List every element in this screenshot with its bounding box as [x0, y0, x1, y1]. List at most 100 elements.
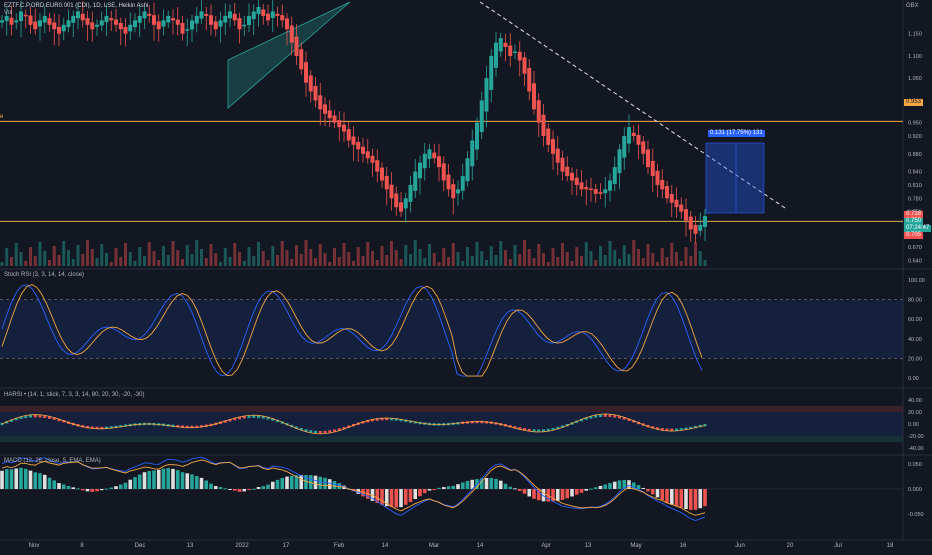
volume-bar: [575, 247, 579, 266]
macd-histogram-bar: [536, 489, 541, 501]
candle-body: [503, 42, 508, 48]
volume-bar: [556, 257, 560, 266]
macd-histogram-bar: [394, 489, 399, 508]
candle-body: [256, 7, 261, 15]
x-tick-label: Mar: [429, 543, 439, 549]
macd-histogram-bar: [655, 489, 660, 498]
macd-histogram-bar: [684, 489, 688, 510]
macd-histogram-bar: [389, 489, 394, 508]
macd-histogram-bar: [574, 489, 579, 495]
macd-histogram-bar: [85, 489, 90, 492]
descending-trendline: [479, 1, 786, 209]
candle-body: [470, 140, 475, 167]
stoch-tick-label: 40.00: [908, 337, 922, 343]
macd-histogram-bar: [256, 487, 261, 489]
volume-bar: [138, 247, 142, 266]
x-tick-label: Apr: [541, 543, 550, 549]
harsi-candle: [242, 416, 246, 419]
macd-histogram-bar: [166, 468, 171, 489]
candle-body: [204, 13, 209, 16]
x-tick-label: 8: [80, 543, 84, 549]
volume-bar: [314, 258, 317, 266]
volume-bar: [428, 244, 431, 266]
candle-body: [422, 153, 427, 169]
volume-bar: [290, 259, 294, 266]
macd-histogram-bar: [384, 489, 389, 507]
macd-histogram-bar: [603, 484, 608, 489]
volume-bar: [128, 252, 132, 266]
macd-histogram-bar: [555, 489, 560, 501]
volume-bar: [618, 259, 621, 266]
volume-bar: [523, 240, 526, 266]
macd-histogram-bar: [175, 470, 180, 489]
macd-histogram-bar: [4, 469, 9, 489]
macd-histogram-bar: [679, 489, 684, 508]
candle-body: [484, 78, 489, 112]
volume-bar: [71, 259, 75, 266]
harsi-candle: [527, 428, 531, 432]
candle-body: [536, 100, 541, 123]
candle-body: [555, 148, 560, 163]
candle-body: [541, 114, 546, 136]
macd-histogram-bar: [703, 489, 707, 507]
harsi-candle: [589, 416, 593, 419]
candle-body: [156, 21, 161, 30]
macd-histogram-bar: [422, 489, 427, 494]
volume-bar: [323, 253, 327, 266]
price-tick-label: 0.840: [908, 170, 922, 176]
macd-histogram-bar: [313, 475, 318, 489]
candle-body: [71, 15, 76, 23]
volume-bar: [527, 249, 531, 266]
stoch-tick-label: 20.00: [908, 356, 922, 362]
candle-body: [123, 27, 128, 34]
harsi-candle: [318, 430, 322, 434]
harsi-candle: [29, 415, 32, 418]
volume-bar: [38, 242, 42, 266]
volume-bar: [143, 256, 146, 266]
harsi-candle: [622, 417, 626, 420]
macd-histogram-bar: [47, 477, 52, 489]
candle-body: [380, 167, 384, 181]
volume-bar: [542, 253, 545, 266]
macd-histogram-bar: [71, 487, 76, 489]
candle-body: [280, 15, 285, 21]
candle-body: [546, 128, 551, 145]
candle-body: [294, 36, 299, 56]
candle-body: [399, 202, 403, 212]
volume-bar: [29, 247, 32, 266]
macd-histogram-bar: [76, 488, 80, 490]
volume-bar: [518, 254, 522, 266]
harsi-candle: [580, 418, 583, 422]
macd-histogram-bar: [650, 489, 655, 495]
macd-histogram-bar: [142, 472, 147, 489]
candle-body: [570, 172, 574, 181]
volume-bar: [204, 258, 208, 266]
volume-bar: [385, 255, 389, 266]
volume-bar: [295, 245, 298, 266]
candle-body: [465, 158, 470, 182]
volume-bar: [589, 251, 593, 266]
candle-body: [261, 9, 266, 16]
candle-body: [209, 15, 213, 25]
x-tick-label: Dec: [135, 543, 146, 549]
currency-label: GBX: [906, 3, 919, 9]
macd-histogram-bar: [427, 489, 432, 491]
volume-bar: [62, 241, 66, 266]
volume-bar: [352, 261, 355, 266]
macd-histogram-bar: [460, 482, 465, 489]
harsi-candle: [409, 420, 412, 423]
harsi-candle: [556, 426, 560, 430]
macd-histogram-bar: [123, 482, 128, 489]
x-tick-label: 18: [887, 543, 894, 549]
candle-body: [28, 15, 33, 25]
harsi-tick-label: 40.00: [908, 398, 922, 404]
stoch-k-line: [1, 284, 703, 377]
macd-histogram-bar: [437, 487, 441, 489]
volume-bar: [195, 240, 199, 266]
harsi-candle: [304, 429, 308, 432]
macd-histogram-bar: [275, 479, 280, 489]
x-tick-label: 14: [382, 543, 389, 549]
low-price-tag: 0.705: [904, 232, 924, 239]
harsi-candle: [689, 426, 693, 430]
x-tick-label: Feb: [334, 543, 345, 549]
